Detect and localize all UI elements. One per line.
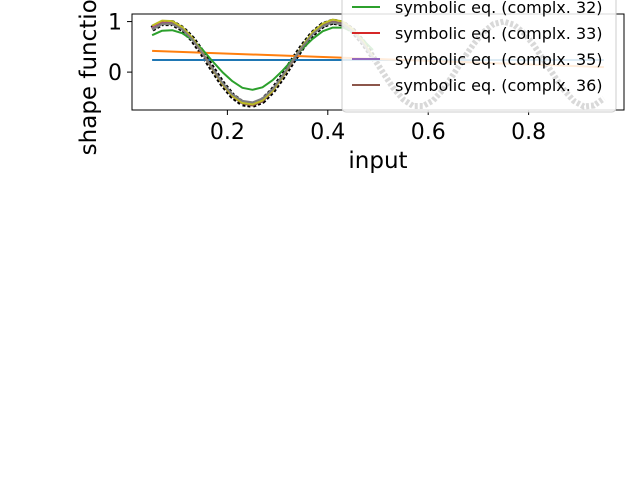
series-line-8 xyxy=(151,21,374,104)
x-tick-label: 0.6 xyxy=(411,120,446,145)
legend-label: symbolic eq. (complx. 35) xyxy=(395,50,603,69)
legend-label: symbolic eq. (complx. 33) xyxy=(395,24,603,43)
x-axis-label: input xyxy=(348,148,407,174)
legend: symbolic eq. (complx. 32) symbolic eq. (c… xyxy=(341,0,617,113)
legend-label: symbolic eq. (complx. 32) xyxy=(395,0,603,17)
legend-box xyxy=(341,0,617,113)
y-axis-label: shape function xyxy=(76,0,102,155)
axes-layer: 0.2 0.4 0.6 0.8 0 1 xyxy=(108,11,546,145)
series-line-3 xyxy=(151,26,374,91)
series-line-7 xyxy=(151,18,374,106)
x-tick-label: 0.4 xyxy=(310,120,345,145)
x-tick-label: 0.8 xyxy=(511,120,546,145)
x-tick-label: 0.2 xyxy=(210,120,245,145)
legend-label: symbolic eq. (complx. 36) xyxy=(395,76,603,95)
y-tick-label: 1 xyxy=(108,11,122,36)
y-tick-label: 0 xyxy=(108,61,122,86)
